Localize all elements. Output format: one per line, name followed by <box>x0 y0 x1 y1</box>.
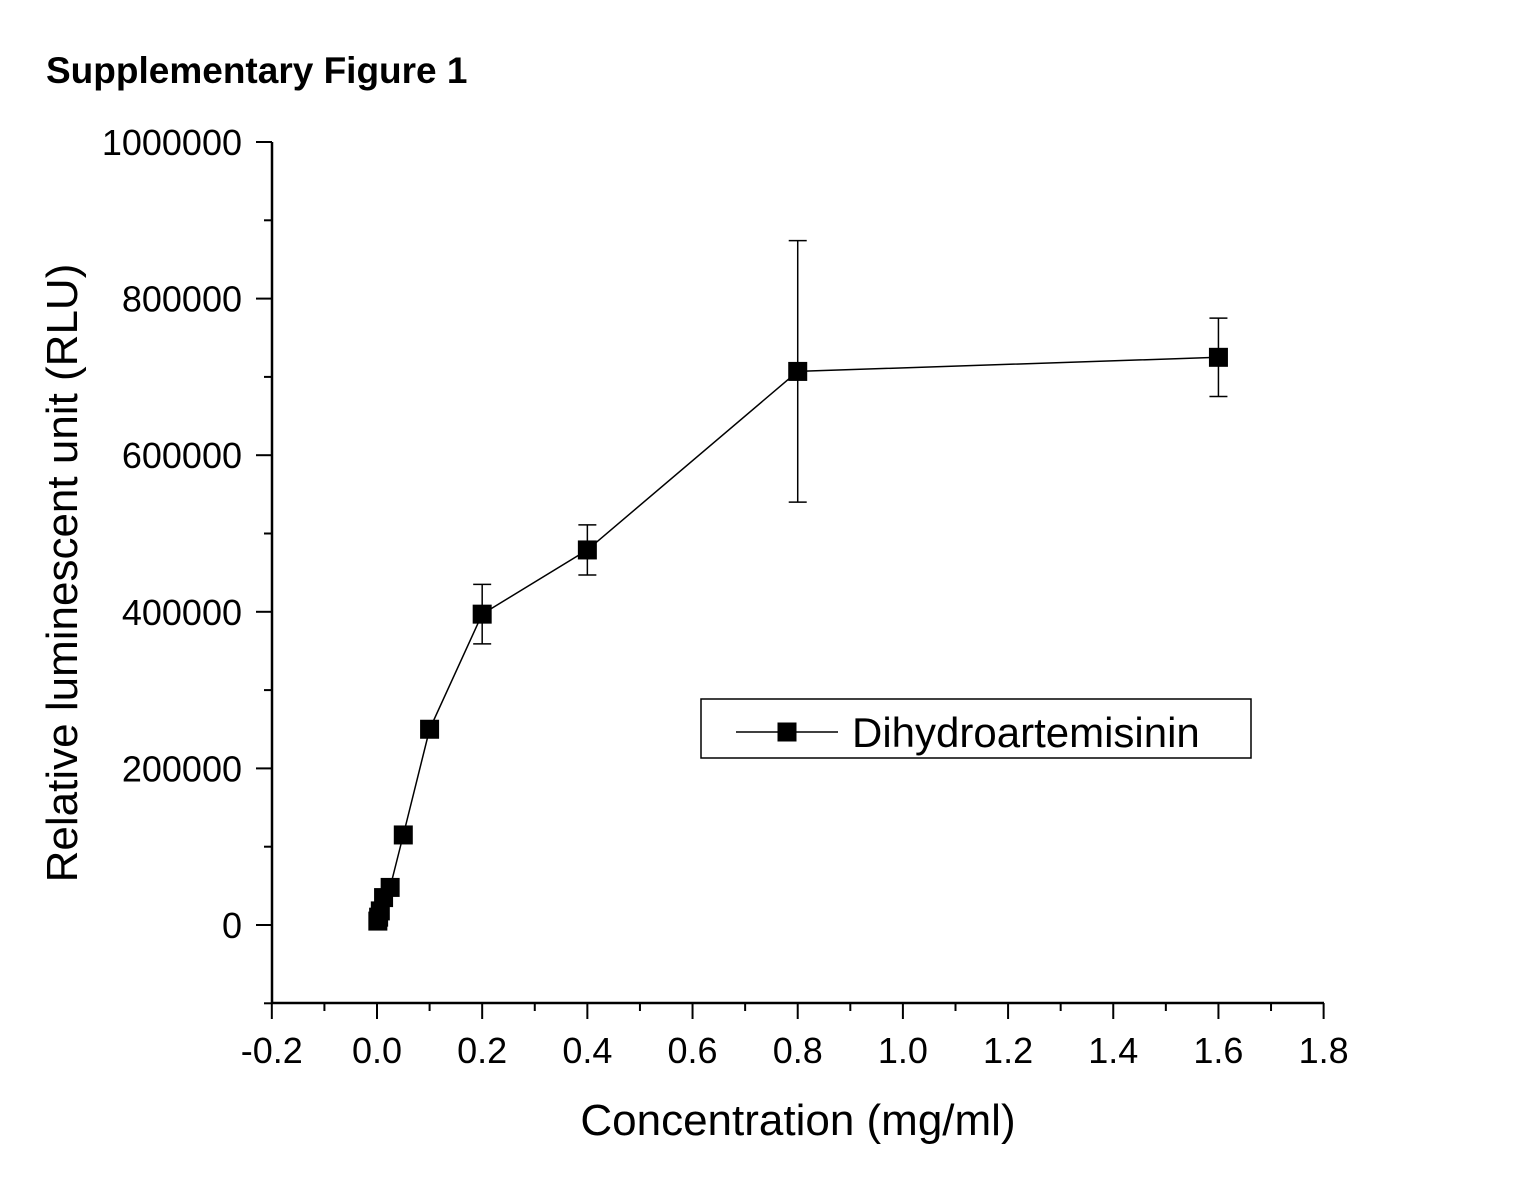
data-point-marker <box>420 719 440 739</box>
data-point-marker <box>393 825 413 845</box>
y-tick-label: 0 <box>222 905 242 946</box>
x-tick-label: 1.6 <box>1193 1030 1243 1071</box>
y-tick-label: 200000 <box>122 748 242 789</box>
series-layer <box>368 239 1228 931</box>
legend-label: Dihydroartemisinin <box>852 709 1200 756</box>
x-axis-title: Concentration (mg/ml) <box>580 1096 1015 1145</box>
data-point-marker <box>472 604 492 624</box>
data-point-marker <box>788 361 808 381</box>
y-tick-label: 600000 <box>122 435 242 476</box>
x-tick-label: 1.2 <box>983 1030 1033 1071</box>
x-tick-label: 1.4 <box>1088 1030 1138 1071</box>
data-point-marker <box>1208 347 1228 367</box>
legend: Dihydroartemisinin <box>700 698 1252 759</box>
y-tick-label: 1000000 <box>102 122 242 163</box>
x-tick-label: 0.8 <box>773 1030 823 1071</box>
data-point-marker <box>380 877 400 897</box>
y-tick-label: 800000 <box>122 279 242 320</box>
x-tick-label: 0.0 <box>352 1030 402 1071</box>
y-ticks: 0 200000 400000 600000 800000 1000000 <box>102 122 272 1005</box>
x-tick-label: 0.6 <box>668 1030 718 1071</box>
x-tick-label: 1.0 <box>878 1030 928 1071</box>
data-point-marker <box>577 540 597 560</box>
figure-title: Supplementary Figure 1 <box>46 50 468 91</box>
x-tick-label: 0.4 <box>562 1030 612 1071</box>
y-axis-title: Relative luminescent unit (RLU) <box>38 264 87 883</box>
legend-marker-square <box>777 722 797 742</box>
x-ticks: -0.2 0.0 0.2 0.4 0.6 0.8 1.0 1.2 1.4 1.6 1.8 <box>241 1003 1349 1071</box>
x-tick-label: 0.2 <box>457 1030 507 1071</box>
x-tick-label: 1.8 <box>1299 1030 1349 1071</box>
x-tick-label: -0.2 <box>241 1030 303 1071</box>
y-tick-label: 400000 <box>122 592 242 633</box>
